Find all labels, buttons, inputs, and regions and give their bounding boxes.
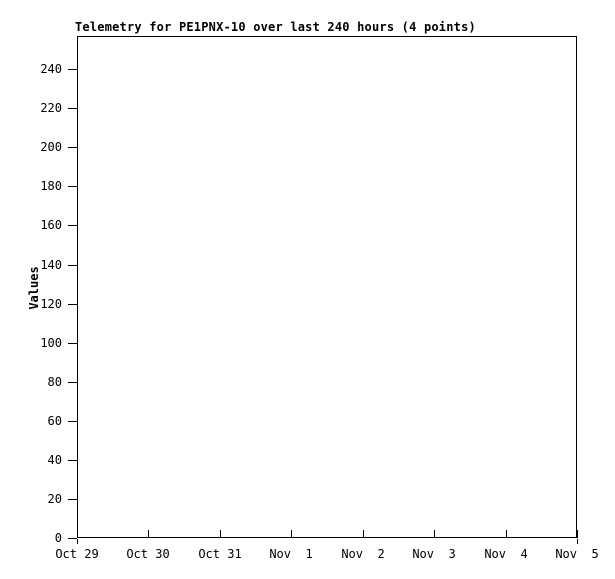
- y-tick-mark: [68, 421, 77, 422]
- y-tick-mark: [68, 382, 77, 383]
- y-tick-mark: [68, 225, 77, 226]
- x-tick-label: Oct 29: [55, 547, 99, 561]
- y-tick-mark: [68, 460, 77, 461]
- x-tick-mark: [77, 530, 78, 538]
- y-tick-mark: [68, 108, 77, 109]
- y-tick-label: 140: [40, 258, 62, 272]
- x-tick-label: Nov 4: [484, 547, 528, 561]
- y-tick-label: 220: [40, 101, 62, 115]
- y-tick-label: 240: [40, 62, 62, 76]
- y-tick-label: 100: [40, 336, 62, 350]
- x-tick-mark: [148, 530, 149, 538]
- y-tick-mark: [68, 265, 77, 266]
- x-tick-mark: [506, 530, 507, 538]
- y-tick-label: 160: [40, 218, 62, 232]
- x-tick-mark: [363, 530, 364, 538]
- axis-corner-stub: [77, 539, 78, 544]
- axis-corner-stub: [577, 539, 578, 544]
- y-tick-label: 20: [47, 492, 62, 506]
- x-tick-label: Nov 3: [412, 547, 456, 561]
- y-tick-label: 40: [47, 453, 62, 467]
- y-tick-label: 80: [47, 375, 62, 389]
- y-tick-mark: [68, 343, 77, 344]
- y-tick-label: 0: [54, 531, 62, 545]
- y-tick-label: 120: [40, 297, 62, 311]
- y-tick-label: 180: [40, 179, 62, 193]
- y-tick-label: 60: [47, 414, 62, 428]
- y-tick-mark: [68, 186, 77, 187]
- y-tick-mark: [68, 538, 77, 539]
- x-tick-label: Nov 2: [341, 547, 385, 561]
- x-tick-label: Nov 1: [269, 547, 313, 561]
- y-tick-mark: [68, 69, 77, 70]
- x-tick-mark: [220, 530, 221, 538]
- x-tick-mark: [434, 530, 435, 538]
- x-tick-mark: [291, 530, 292, 538]
- x-tick-mark: [577, 530, 578, 538]
- x-tick-label: Oct 31: [198, 547, 242, 561]
- y-tick-mark: [68, 147, 77, 148]
- x-tick-label: Oct 30: [126, 547, 170, 561]
- chart-title: Telemetry for PE1PNX-10 over last 240 ho…: [75, 20, 476, 34]
- y-tick-mark: [68, 304, 77, 305]
- y-tick-mark: [68, 499, 77, 500]
- x-tick-label: Nov 5: [555, 547, 599, 561]
- plot-area: [77, 36, 577, 538]
- y-tick-label: 200: [40, 140, 62, 154]
